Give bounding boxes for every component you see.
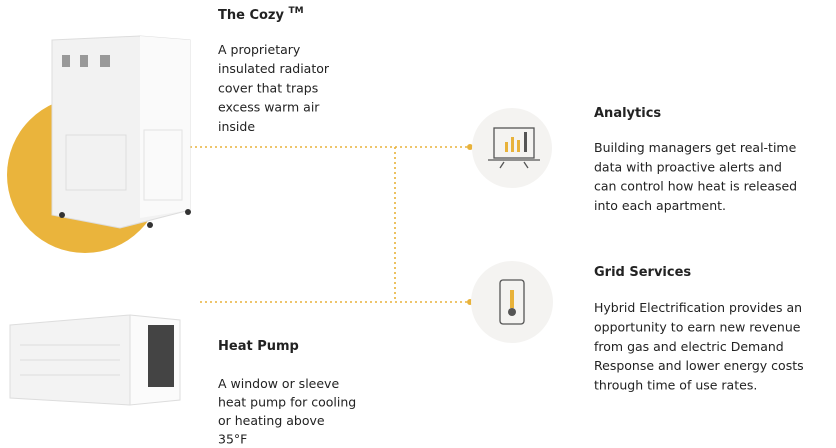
description-line: excess warm air <box>218 100 320 115</box>
heat-pump-title: Heat Pump <box>218 339 299 354</box>
title-text: The Cozy <box>218 8 285 23</box>
description-line: heat pump for cooling <box>218 395 356 410</box>
description-line: through time of use rates. <box>594 378 757 393</box>
page: The Cozy TM Heat Pump Analytics Grid Ser… <box>0 0 836 448</box>
connector <box>185 147 470 302</box>
description-line: insulated radiator <box>218 61 330 76</box>
description-line: from gas and electric Demand <box>594 339 784 354</box>
heat-pump-image <box>10 315 180 405</box>
description-line: inside <box>218 119 255 134</box>
diagram: The Cozy TM Heat Pump Analytics Grid Ser… <box>0 0 836 448</box>
description-line: Response and lower energy costs <box>594 358 804 373</box>
description-line: A window or sleeve <box>218 376 339 391</box>
analytics-title: Analytics <box>594 106 661 121</box>
radiator-image <box>7 36 191 253</box>
description-line: cover that traps <box>218 80 318 95</box>
description-line: 35°F <box>218 432 247 447</box>
description-line: or heating above <box>218 413 325 428</box>
analytics-icon <box>472 108 552 188</box>
cozy-title: The Cozy TM <box>218 6 304 23</box>
description-line: can control how heat is released <box>594 179 797 194</box>
thermostat-icon <box>471 261 553 343</box>
description-line: opportunity to earn new revenue <box>594 319 801 334</box>
description-line: Building managers get real-time <box>594 140 797 155</box>
trademark: TM <box>289 6 304 16</box>
grid-services-title: Grid Services <box>594 265 691 280</box>
description-line: A proprietary <box>218 42 301 57</box>
description-line: into each apartment. <box>594 198 726 213</box>
description-line: Hybrid Electrification provides an <box>594 300 802 315</box>
description-line: data with proactive alerts and <box>594 159 782 174</box>
